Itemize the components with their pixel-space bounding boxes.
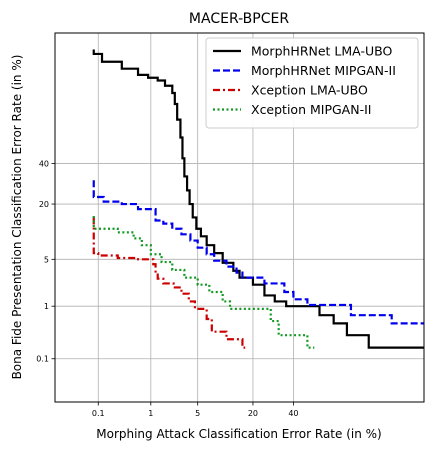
series-line-1 [92,49,424,349]
chart-title: MACER-BPCER [189,11,289,27]
legend-entry: MorphHRNet LMA-UBO [251,44,392,59]
y-tick-label: 20 [39,200,49,209]
series-line-3 [92,217,246,349]
x-tick-label: 20 [248,409,258,418]
y-tick-label: 40 [39,160,49,169]
legend: MorphHRNet LMA-UBO MorphHRNet MIPGAN-II Xc… [205,37,419,129]
x-axis-label: Morphing Attack Classification Error Rat… [96,427,381,441]
y-tick-label: 0.1 [36,355,49,364]
y-tick-label: 1 [44,302,49,311]
legend-entry: MorphHRNet MIPGAN-II [251,63,396,78]
y-tick-label: 5 [44,255,49,264]
axis-ticks: 0.1 1 5 20 40 0.1 1 5 20 40 [36,160,298,418]
legend-box [205,37,419,129]
x-tick-label: 5 [195,409,200,418]
plot-frame [54,32,425,403]
grid [55,33,424,402]
series-line-2 [92,180,424,325]
x-tick-label: 40 [288,409,298,418]
y-axis-label: Bona Fide Presentation Classification Er… [10,55,24,380]
legend-entry: Xception MIPGAN-II [251,102,371,117]
legend-entry: Xception LMA-UBO [251,83,368,98]
x-tick-label: 0.1 [92,409,105,418]
plot-series [92,49,424,349]
x-tick-label: 1 [148,409,153,418]
